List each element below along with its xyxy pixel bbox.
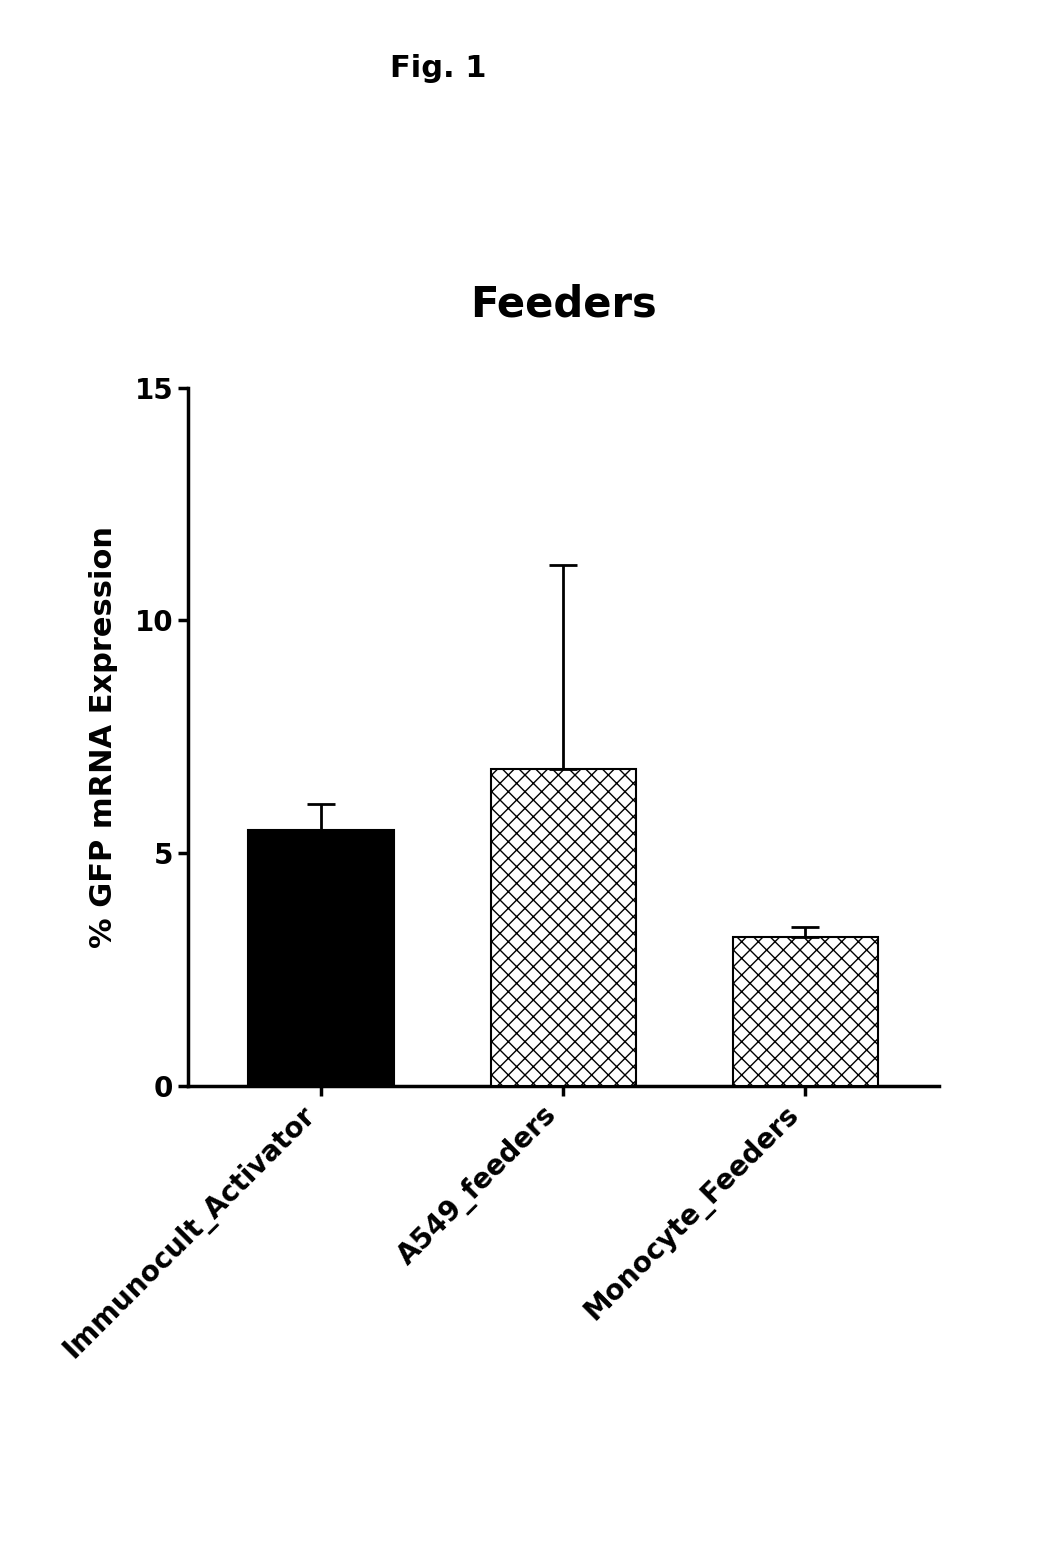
Bar: [248, 830, 393, 1086]
Bar: [733, 937, 878, 1086]
Text: Feeders: Feeders: [469, 284, 657, 326]
Y-axis label: % GFP mRNA Expression: % GFP mRNA Expression: [89, 526, 118, 948]
Bar: [490, 769, 636, 1086]
Text: Fig. 1: Fig. 1: [390, 54, 486, 84]
